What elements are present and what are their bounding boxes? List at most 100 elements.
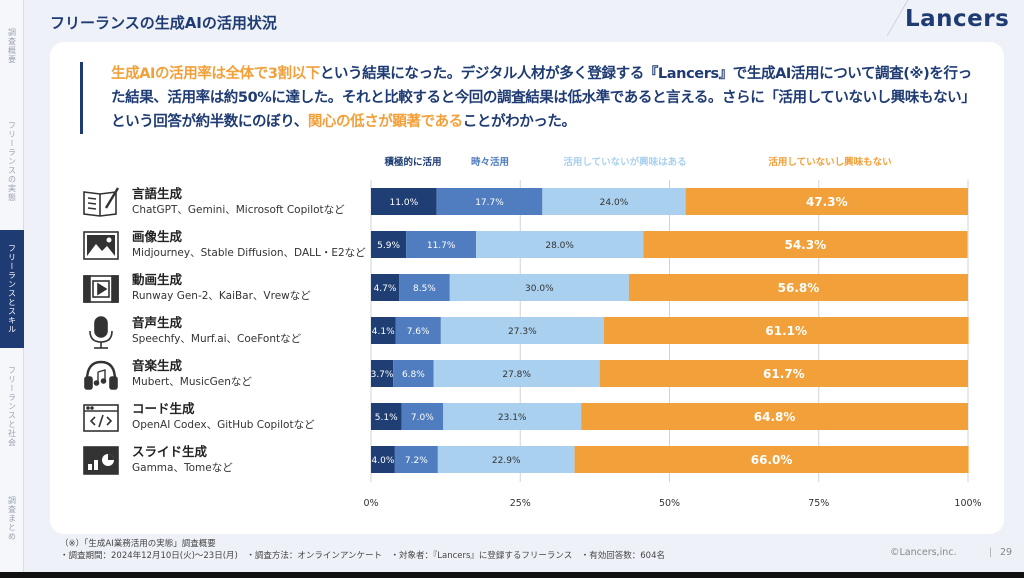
bar-segment [401,403,444,430]
summary-highlight-2: 関心の低さが顕著である [307,114,463,130]
image-icon [83,231,119,260]
data-label: 23.1% [498,413,527,423]
bar-segment [643,231,968,258]
data-label: 7.2% [405,456,428,466]
page-title: フリーランスの生成AIの活用状況 [50,14,277,32]
data-label: 22.9% [492,456,521,466]
data-label: 64.8% [754,410,796,424]
bar-segment [399,274,450,301]
data-label: 27.3% [508,327,537,337]
category-desc: Midjourney、Stable Diffusion、DALL・E2など [132,247,366,259]
side-nav-item-2[interactable]: フリーランスの実態 [0,92,24,230]
bar-segment [371,231,407,258]
bar-segment [371,188,437,215]
summary-highlight-1: 生成AIの活用率は全体で3割以下 [111,66,320,82]
data-label: 61.7% [763,367,805,381]
legend-item: 活用していないが興味はある [563,156,686,168]
side-nav-item-5[interactable]: 調査まとめ [0,464,24,572]
x-tick-label: 75% [808,498,829,509]
footnote-line-1: （※）「生成AI業務活用の実態」調査概要 [60,539,216,549]
data-label: 4.7% [374,284,397,294]
side-nav-label: 調査概要 [7,28,17,64]
side-nav-label: フリーランスとスキル [7,244,17,334]
category-name: コード生成 [132,401,195,416]
category-desc: Speechfy、Murf.ai、CoeFontなど [132,333,302,345]
data-label: 8.5% [413,284,436,294]
side-nav-label: フリーランスと社会 [7,365,17,447]
data-label: 24.0% [600,198,629,208]
bar-segment [599,360,968,387]
data-label: 28.0% [545,241,574,251]
bar-segment [371,403,402,430]
side-nav-item-1[interactable]: 調査概要 [0,0,24,92]
lancers-logo: Lancers [905,6,1010,32]
legend-item: 時々活用 [471,156,509,168]
copyright: ©Lancers,inc. [890,547,957,558]
footnote-line-2: ・調査期間：2024年12月10日(火)〜23日(月) ・調査方法：オンラインア… [60,551,665,561]
bar-segment [394,446,438,473]
data-label: 5.1% [375,413,398,423]
data-label: 30.0% [525,284,554,294]
data-label: 5.9% [377,241,400,251]
bar-segment [574,446,969,473]
video-icon [83,275,119,303]
bottom-strip [0,572,1024,578]
summary-end: ことがわかった。 [462,114,576,130]
bar-segment [371,360,394,387]
data-label: 56.8% [778,281,820,295]
data-label: 11.0% [390,198,419,208]
side-nav-label: フリーランスの実態 [7,120,17,202]
x-tick-label: 50% [659,498,680,509]
bar-segment [542,188,686,215]
side-nav: 調査概要フリーランスの実態フリーランスとスキルフリーランスと社会調査まとめ [0,0,24,572]
bar-segment [437,446,575,473]
category-name: 音声生成 [132,315,183,330]
bar-segment [440,317,604,344]
bar-segment [433,360,600,387]
bar-segment [443,403,582,430]
summary-body: という結果になった。デジタル人材が多く登録する『Lancers』で生成AI活用に… [111,66,976,130]
presentation-icon [83,446,119,475]
bar-segment [395,317,441,344]
data-label: 4.0% [372,456,395,466]
category-name: スライド生成 [132,444,208,459]
data-label: 27.8% [502,370,531,380]
side-nav-item-4[interactable]: フリーランスと社会 [0,348,24,464]
data-label: 7.0% [411,413,434,423]
data-label: 6.8% [402,370,425,380]
bar-segment [371,317,396,344]
bar-segment [393,360,434,387]
category-name: 言語生成 [132,186,183,201]
bar-segment [436,188,543,215]
bar-segment [628,274,968,301]
data-label: 17.7% [475,198,504,208]
data-label: 3.7% [371,370,394,380]
bar-segment [371,446,395,473]
data-label: 61.1% [765,324,807,338]
x-tick-label: 100% [954,498,981,509]
side-nav-item-3[interactable]: フリーランスとスキル [0,230,24,348]
bar-segment [476,231,644,258]
data-label: 54.3% [784,238,826,252]
page-separator: | [989,547,993,558]
headphones-icon [84,360,118,390]
category-name: 動画生成 [132,272,183,287]
code-icon [83,404,119,432]
data-label: 47.3% [806,195,848,209]
page-number: 29 [1000,547,1013,558]
category-name: 画像生成 [132,229,183,244]
summary-text: 生成AIの活用率は全体で3割以下という結果になった。デジタル人材が多く登録する『… [80,62,980,134]
legend-item: 活用していないし興味もない [768,156,891,168]
category-desc: ChatGPT、Gemini、Microsoft Copilotなど [132,204,345,216]
data-label: 66.0% [751,453,793,467]
side-nav-label: 調査まとめ [7,495,17,541]
footnote: （※）「生成AI業務活用の実態」調査概要 ・調査期間：2024年12月10日(火… [60,538,665,562]
bar-segment [449,274,629,301]
data-label: 11.7% [427,241,456,251]
category-desc: Gamma、Tomeなど [132,462,233,474]
bar-segment [603,317,969,344]
data-label: 4.1% [372,327,395,337]
bar-segment [581,403,968,430]
